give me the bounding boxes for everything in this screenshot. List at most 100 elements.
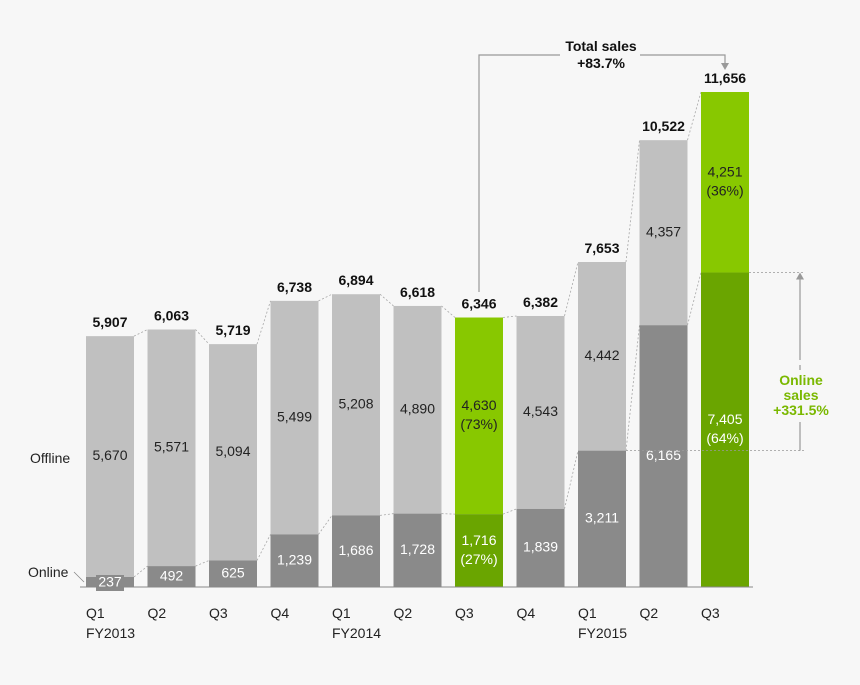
- online-value-label: 7,405: [707, 411, 742, 427]
- x-axis-tick-label: Q3: [701, 605, 720, 621]
- online-value-label: 1,716: [461, 532, 496, 548]
- online-value-label: 1,839: [523, 539, 558, 555]
- offline-bar-segment: [639, 140, 688, 326]
- offline-value-label: 5,094: [215, 443, 250, 459]
- online-bar-segment: [147, 566, 196, 587]
- online-connector-line: [133, 565, 148, 578]
- legend-online-label: Online: [28, 564, 69, 580]
- online-bar-segment: [209, 560, 257, 587]
- total-connector-line: [441, 305, 456, 318]
- x-axis-tick-label: FY2015: [578, 625, 627, 641]
- offline-bar-segment: [516, 315, 565, 509]
- offline-value-label: (36%): [706, 182, 743, 198]
- x-axis-tick-label: Q1: [332, 605, 351, 621]
- online-bar-segment: [455, 514, 503, 587]
- online-value-label: (64%): [706, 430, 743, 446]
- offline-value-label: 5,571: [154, 439, 189, 455]
- total-connector-line: [133, 329, 148, 337]
- x-axis-tick-label: FY2013: [86, 625, 135, 641]
- offline-value-label: 4,251: [707, 163, 742, 179]
- arrow-down-icon: [721, 63, 729, 70]
- x-axis-tick-label: Q2: [394, 605, 413, 621]
- total-connector-line: [256, 300, 271, 345]
- offline-bar-segment: [455, 317, 503, 515]
- total-value-label: 11,656: [704, 70, 746, 86]
- offline-value-label: 4,357: [646, 223, 681, 239]
- online-bar-segment: [332, 515, 380, 587]
- total-value-label: 10,522: [642, 118, 685, 134]
- offline-bar-segment: [332, 294, 380, 516]
- x-axis-tick-label: Q1: [578, 605, 597, 621]
- offline-bar-segment: [393, 305, 442, 514]
- online-bar-segment: [701, 272, 749, 587]
- total-connector-line: [379, 293, 394, 307]
- online-connector-line: [625, 325, 640, 451]
- total-value-label: 6,346: [461, 296, 496, 312]
- total-value-label: 7,653: [584, 240, 619, 256]
- arrow-up-icon: [796, 272, 804, 280]
- online-value-label: 237: [98, 574, 122, 590]
- online-value-label: 625: [221, 564, 245, 580]
- online-value-label: 1,728: [400, 541, 435, 557]
- x-axis-tick-label: Q4: [271, 605, 290, 621]
- offline-bar-segment: [209, 344, 257, 561]
- x-axis-tick-label: Q2: [640, 605, 659, 621]
- offline-bar-segment: [701, 92, 749, 273]
- offline-value-label: 5,208: [338, 396, 373, 412]
- x-axis-tick-label: Q2: [148, 605, 167, 621]
- offline-value-label: 4,543: [523, 403, 558, 419]
- offline-value-label: 5,670: [92, 447, 127, 463]
- offline-value-label: 4,630: [461, 397, 496, 413]
- total-value-label: 5,719: [215, 322, 250, 338]
- online-connector-line: [687, 272, 702, 326]
- offline-bar-segment: [147, 329, 196, 567]
- online-bar-segment: [578, 450, 626, 587]
- x-axis-tick-label: Q1: [86, 605, 105, 621]
- online-value-label: 6,165: [646, 447, 681, 463]
- total-connector-line: [564, 261, 579, 317]
- offline-bar-segment: [86, 336, 134, 577]
- x-axis-tick-label: Q3: [455, 605, 474, 621]
- online-connector-line: [441, 513, 456, 515]
- total-sales-growth: +83.7%: [577, 55, 625, 71]
- online-sales-annotation: Online: [779, 372, 823, 388]
- total-value-label: 6,382: [523, 294, 558, 310]
- online-value-label: 492: [160, 567, 184, 583]
- online-sales-annotation: sales: [783, 387, 818, 403]
- legend-offline-label: Offline: [30, 450, 70, 466]
- total-value-label: 6,894: [338, 272, 373, 288]
- x-axis-tick-label: Q3: [209, 605, 228, 621]
- offline-value-label: 4,890: [400, 400, 435, 416]
- offline-bar-segment: [270, 300, 319, 535]
- online-connector-line: [379, 513, 394, 516]
- x-axis-tick-label: FY2014: [332, 625, 381, 641]
- online-value-label: 1,239: [277, 551, 312, 567]
- total-sales-title: Total sales: [565, 38, 637, 54]
- offline-value-label: 4,442: [584, 347, 619, 363]
- online-bar-segment: [639, 325, 688, 587]
- offline-value-label: 5,499: [277, 408, 312, 424]
- total-value-label: 6,618: [400, 284, 435, 300]
- offline-bar-segment: [578, 261, 626, 451]
- total-value-label: 6,063: [154, 308, 189, 324]
- online-connector-line: [502, 508, 517, 515]
- total-value-label: 6,738: [277, 279, 312, 295]
- online-annotation-background: [770, 370, 834, 422]
- online-bar-segment: [516, 508, 565, 587]
- total-sales-bracket: [478, 54, 726, 292]
- total-connector-line: [195, 329, 210, 345]
- total-value-label: 5,907: [92, 314, 127, 330]
- x-axis-tick-label: Q4: [517, 605, 536, 621]
- total-connector-line: [687, 91, 702, 141]
- online-value-label: 1,686: [338, 542, 373, 558]
- total-connector-line: [625, 140, 640, 263]
- online-connector-line: [318, 515, 333, 535]
- online-value-label: 3,211: [585, 510, 619, 526]
- total-connector-line: [318, 293, 333, 302]
- online-connector-line: [256, 534, 271, 561]
- offline-value-label: (73%): [460, 416, 497, 432]
- online-bar-segment: [393, 513, 442, 587]
- online-value-label: (27%): [460, 551, 497, 567]
- total-connector-line: [502, 315, 517, 318]
